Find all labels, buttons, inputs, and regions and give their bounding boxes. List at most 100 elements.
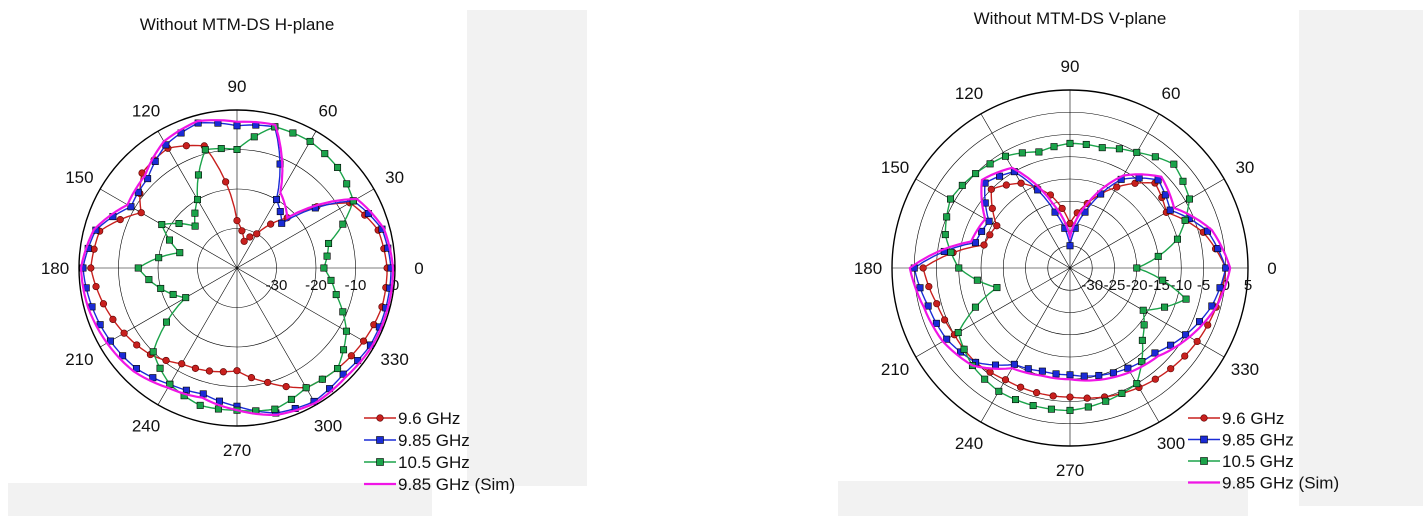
series-point <box>971 239 979 247</box>
series-point <box>987 185 995 193</box>
series-point <box>191 364 200 372</box>
polar-grid <box>78 109 396 427</box>
series-point <box>955 264 963 272</box>
series-point <box>1193 337 1201 346</box>
series-point <box>993 284 1001 292</box>
series-point <box>247 374 256 382</box>
series-point <box>972 170 980 178</box>
legend-label: 9.6 GHz <box>1222 409 1284 428</box>
angle-label: 270 <box>223 441 251 460</box>
series-point <box>1052 370 1060 378</box>
series-point <box>1161 303 1169 311</box>
series-point <box>1135 174 1143 182</box>
series-point <box>1151 375 1159 383</box>
series-point <box>1066 371 1074 379</box>
series-point <box>282 383 290 391</box>
series-point <box>980 241 988 249</box>
angle-labels: 0 30 60 90 120 150 180 210 240 270 300 330 <box>41 77 424 460</box>
series-point <box>1050 143 1058 151</box>
series-point <box>162 356 170 365</box>
series-point <box>919 264 927 272</box>
angle-labels: 0 30 60 90 120 150 180 210 240 270 300 330 <box>854 57 1277 480</box>
series-point <box>916 284 924 292</box>
series-point <box>1222 264 1230 272</box>
legend-label: 9.6 GHz <box>398 409 460 428</box>
series-point <box>1113 183 1121 191</box>
legend-label: 10.5 GHz <box>1222 452 1294 471</box>
series-point <box>165 236 173 244</box>
series-point <box>271 405 279 413</box>
series-line <box>908 166 1232 382</box>
series-point <box>1066 406 1074 414</box>
series-point <box>986 160 994 168</box>
angle-label: 120 <box>132 101 160 120</box>
series-point <box>276 208 284 216</box>
series-point <box>233 146 241 154</box>
series-point <box>289 129 297 137</box>
series-point <box>1182 295 1190 303</box>
series-point <box>988 204 996 213</box>
series-point <box>276 160 284 168</box>
series-point <box>238 227 246 235</box>
series-point <box>149 348 157 356</box>
series-point <box>134 264 142 272</box>
series-point <box>958 181 966 189</box>
series-point <box>253 230 261 238</box>
series-point <box>1154 252 1162 260</box>
series-point <box>387 264 395 272</box>
angle-label: 60 <box>1162 84 1181 103</box>
grid-spoke <box>1069 178 1225 269</box>
series-point <box>155 254 163 262</box>
series-point <box>306 137 314 145</box>
series-point <box>191 209 199 217</box>
series-point <box>1196 318 1204 326</box>
grid-spoke <box>100 188 238 269</box>
angle-label: 210 <box>65 350 93 369</box>
v-plane-polar-chart: Without MTM-DS V-plane 0 30 60 90 120 150 180 2… <box>854 9 1339 493</box>
series-point <box>978 227 986 235</box>
series-point <box>1095 371 1103 379</box>
grid-spoke <box>915 178 1071 269</box>
left-panel-bg-strip <box>467 10 587 486</box>
series-point <box>993 222 1001 230</box>
series-point <box>1047 405 1055 413</box>
series-point <box>1084 403 1092 411</box>
polar-grid <box>891 89 1249 447</box>
series-point <box>1049 392 1057 400</box>
series-point <box>1133 264 1141 272</box>
series-point <box>99 300 108 308</box>
grid-spoke <box>980 113 1071 269</box>
series-point <box>349 197 357 205</box>
series-point <box>1138 358 1146 366</box>
series-point <box>1138 336 1146 344</box>
series-point <box>1098 144 1106 152</box>
series-point <box>1167 365 1175 373</box>
series-point <box>1118 389 1126 397</box>
series-point <box>1181 352 1189 360</box>
series-point <box>1024 365 1032 373</box>
angle-label: 30 <box>385 168 404 187</box>
legend-marker <box>1200 414 1208 422</box>
angle-label: 90 <box>228 77 247 96</box>
series-point <box>1208 302 1216 310</box>
series-point <box>941 316 949 324</box>
series-point <box>332 291 340 299</box>
radial-tick-label: -10 <box>345 277 367 294</box>
angle-label: 270 <box>1056 461 1084 480</box>
series-point <box>233 122 241 130</box>
angle-label: 240 <box>955 434 983 453</box>
series-point <box>1167 341 1175 349</box>
series-point <box>981 375 989 383</box>
angle-label: 150 <box>65 168 93 187</box>
series-point <box>1058 204 1066 213</box>
grid-spoke <box>980 267 1071 423</box>
series-point <box>1151 349 1159 357</box>
series-point <box>1173 235 1181 243</box>
series-point <box>1080 372 1088 380</box>
series-point <box>996 172 1004 180</box>
series-point <box>158 221 166 229</box>
series-point <box>144 175 152 183</box>
series-point <box>1017 383 1025 391</box>
series-point <box>995 387 1003 395</box>
series-point <box>320 264 328 272</box>
